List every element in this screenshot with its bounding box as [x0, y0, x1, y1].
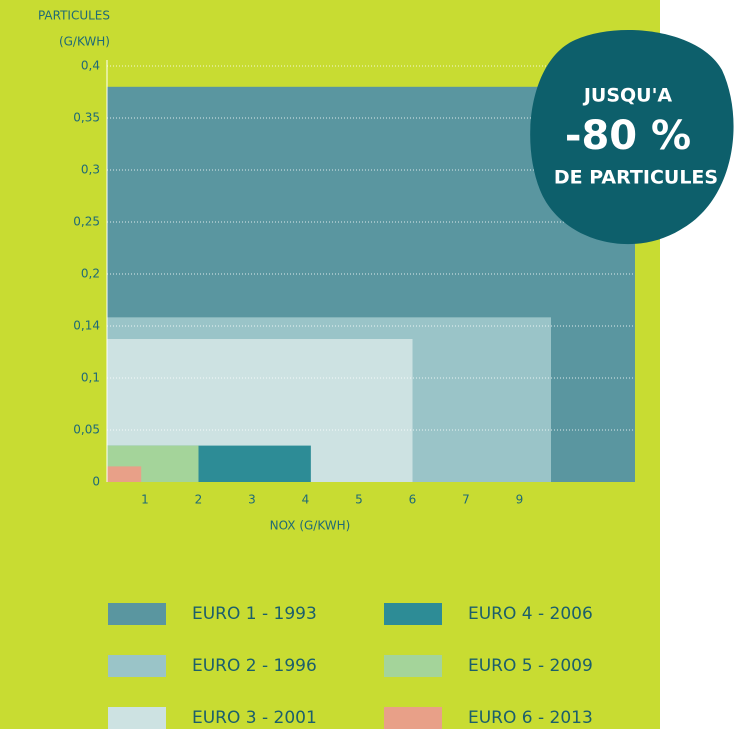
legend-swatch [108, 603, 166, 625]
badge-text: JUSQU'A [582, 85, 673, 107]
y-tick-label: 0,4 [81, 59, 100, 73]
x-tick-label: 9 [516, 493, 524, 507]
x-label: NOX (G/KWH) [270, 519, 351, 533]
legend-label: EURO 4 - 2006 [468, 604, 593, 624]
legend-swatch [108, 655, 166, 677]
legend-label: EURO 2 - 1996 [192, 656, 317, 676]
x-tick-label: 4 [302, 493, 310, 507]
y-tick-label: 0,05 [73, 423, 100, 437]
x-tick-label: 7 [462, 493, 470, 507]
x-tick-label: 5 [355, 493, 363, 507]
x-tick-label: 3 [248, 493, 256, 507]
y-tick-label: 0 [92, 475, 100, 489]
legend-swatch [384, 707, 442, 729]
area [107, 466, 141, 482]
legend-label: EURO 5 - 2009 [468, 656, 593, 676]
x-tick-label: 6 [409, 493, 417, 507]
badge-text: -80 % [565, 113, 691, 159]
x-tick-label: 2 [195, 493, 203, 507]
legend-label: EURO 1 - 1993 [192, 604, 317, 624]
legend-swatch [384, 603, 442, 625]
y-tick-label: 0,1 [81, 371, 100, 385]
y-label: PARTICULES [38, 9, 110, 23]
badge-text: DE PARTICULES [554, 167, 718, 189]
legend-label: EURO 6 - 2013 [468, 708, 593, 728]
x-tick-label: 1 [141, 493, 149, 507]
y-tick-label: 0,35 [73, 111, 100, 125]
y-tick-label: 0,14 [73, 319, 100, 333]
y-label: (G/KWH) [59, 35, 110, 49]
y-tick-label: 0,2 [81, 267, 100, 281]
legend-swatch [108, 707, 166, 729]
legend-label: EURO 3 - 2001 [192, 708, 317, 728]
legend-swatch [384, 655, 442, 677]
y-tick-label: 0,3 [81, 163, 100, 177]
chart: PARTICULES (G/KWH) NOX (G/KWH) 0 0,05 0,1 0… [0, 0, 738, 729]
y-tick-label: 0,25 [73, 215, 100, 229]
